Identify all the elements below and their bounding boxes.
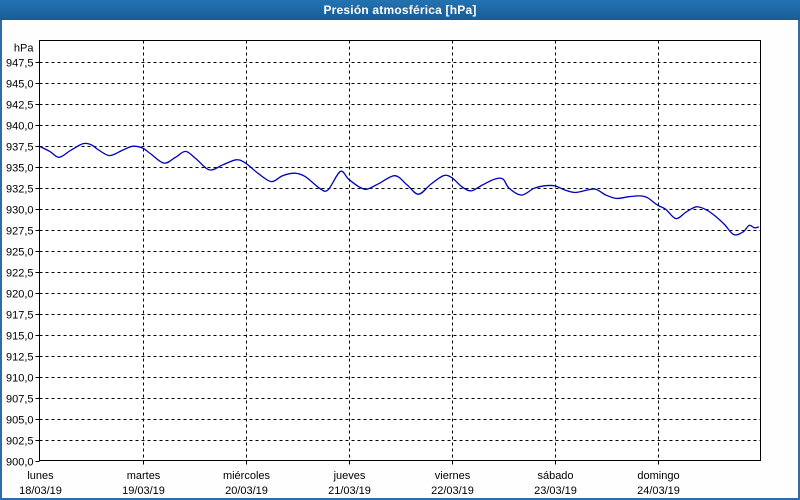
day-name-label: martes — [127, 470, 161, 482]
y-tick-label: 907,5 — [6, 394, 34, 406]
y-tick-label: 902,5 — [6, 436, 34, 448]
day-name-label: domingo — [637, 470, 679, 482]
day-name-label: miércoles — [223, 470, 271, 482]
y-tick-label: 900,0 — [6, 457, 34, 469]
y-tick-label: 937,5 — [6, 142, 34, 154]
day-date-label: 20/03/19 — [225, 485, 268, 497]
day-date-label: 19/03/19 — [122, 485, 165, 497]
pressure-series-line — [38, 142, 760, 236]
day-name-label: sábado — [537, 470, 573, 482]
day-date-label: 24/03/19 — [637, 485, 680, 497]
day-name-label: lunes — [27, 470, 54, 482]
chart-title: Presión atmosférica [hPa] — [323, 3, 477, 17]
y-tick-label: 925,0 — [6, 247, 34, 259]
y-tick-label: 917,5 — [6, 310, 34, 322]
y-tick-label: 930,0 — [6, 205, 34, 217]
day-name-label: viernes — [435, 470, 471, 482]
day-date-label: 18/03/19 — [19, 485, 62, 497]
y-tick-label: 920,0 — [6, 289, 34, 301]
y-tick-label: 912,5 — [6, 352, 34, 364]
y-tick-label: 935,0 — [6, 163, 34, 175]
y-tick-label: 905,0 — [6, 415, 34, 427]
plot-border — [39, 40, 761, 461]
y-tick-label: 915,0 — [6, 331, 34, 343]
y-tick-label: 927,5 — [6, 226, 34, 238]
y-tick-label: 922,5 — [6, 268, 34, 280]
y-tick-label: 940,0 — [6, 121, 34, 133]
y-tick-label: 910,0 — [6, 373, 34, 385]
y-tick-label: 947,5 — [6, 58, 34, 70]
day-name-label: jueves — [333, 470, 366, 482]
y-unit-label: hPa — [14, 43, 34, 55]
chart-title-bar: Presión atmosférica [hPa] — [0, 0, 800, 20]
y-tick-label: 942,5 — [6, 100, 34, 112]
day-date-label: 23/03/19 — [534, 485, 577, 497]
day-date-label: 21/03/19 — [328, 485, 371, 497]
day-date-label: 22/03/19 — [431, 485, 474, 497]
y-tick-label: 932,5 — [6, 184, 34, 196]
y-tick-label: 945,0 — [6, 79, 34, 91]
